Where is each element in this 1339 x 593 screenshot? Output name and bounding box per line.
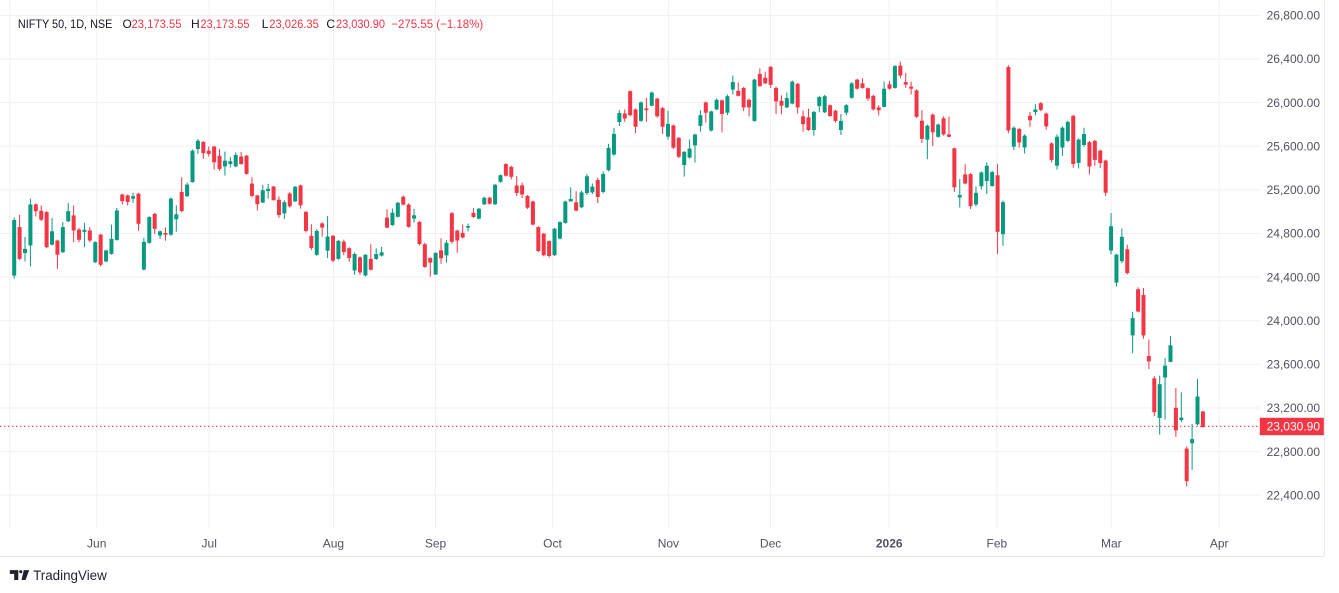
svg-text:23,200.00: 23,200.00 <box>1267 401 1321 415</box>
svg-text:−275.55 (−1.18%): −275.55 (−1.18%) <box>391 17 483 31</box>
svg-text:Jul: Jul <box>202 537 217 551</box>
svg-text:22,800.00: 22,800.00 <box>1267 445 1321 459</box>
svg-text:26,400.00: 26,400.00 <box>1267 52 1321 66</box>
svg-text:Jun: Jun <box>87 537 106 551</box>
svg-text:Sep: Sep <box>425 537 447 551</box>
svg-text:23,600.00: 23,600.00 <box>1267 358 1321 372</box>
svg-text:Mar: Mar <box>1101 537 1122 551</box>
svg-text:Dec: Dec <box>760 537 781 551</box>
svg-text:Aug: Aug <box>323 537 344 551</box>
svg-text:23,030.90: 23,030.90 <box>1267 420 1321 434</box>
svg-text:23,173.55: 23,173.55 <box>201 17 250 31</box>
svg-text:22,400.00: 22,400.00 <box>1267 488 1321 502</box>
svg-text:23,173.55: 23,173.55 <box>132 17 182 31</box>
svg-text:L: L <box>262 17 269 31</box>
svg-text:24,800.00: 24,800.00 <box>1267 227 1321 241</box>
svg-text:Feb: Feb <box>987 537 1008 551</box>
svg-text:Oct: Oct <box>543 537 562 551</box>
svg-text:24,000.00: 24,000.00 <box>1267 314 1321 328</box>
svg-text:25,600.00: 25,600.00 <box>1267 139 1321 153</box>
svg-text:23,026.35: 23,026.35 <box>269 17 319 31</box>
svg-text:24,400.00: 24,400.00 <box>1267 270 1321 284</box>
svg-text:H: H <box>191 17 200 31</box>
svg-text:26,800.00: 26,800.00 <box>1267 9 1321 23</box>
svg-text:23,030.90: 23,030.90 <box>336 17 385 31</box>
svg-text:26,000.00: 26,000.00 <box>1267 96 1321 110</box>
svg-text:2026: 2026 <box>876 537 903 551</box>
svg-text:C: C <box>326 17 335 31</box>
svg-text:O: O <box>123 17 132 31</box>
svg-text:Apr: Apr <box>1210 537 1229 551</box>
svg-text:Nov: Nov <box>658 537 679 551</box>
svg-text:25,200.00: 25,200.00 <box>1267 183 1321 197</box>
svg-text:TradingView: TradingView <box>33 568 107 583</box>
svg-text:NIFTY 50, 1D, NSE: NIFTY 50, 1D, NSE <box>18 17 113 31</box>
